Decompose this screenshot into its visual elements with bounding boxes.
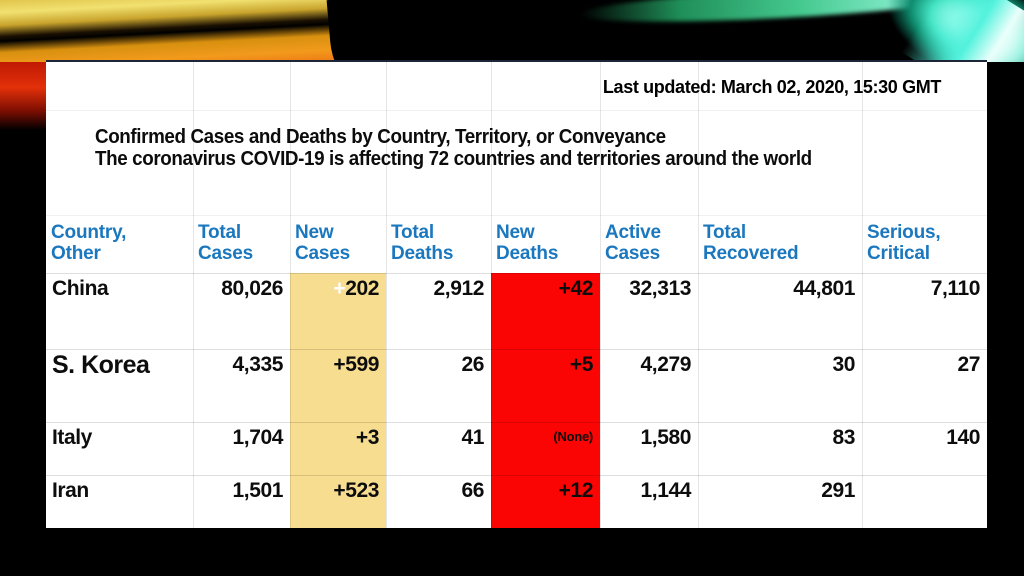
column-gridline: [600, 62, 601, 528]
row-gridline: [46, 273, 987, 274]
row-gridline: [46, 215, 987, 216]
country-cell: Italy: [52, 426, 92, 449]
red-left-edge-strip: [0, 62, 46, 130]
rainbow-wave-banner: [0, 0, 1024, 62]
value-cell: 1,144: [640, 479, 692, 502]
slide-title-line-2: The coronavirus COVID-19 is affecting 72…: [95, 148, 812, 170]
value-cell: +12: [558, 479, 594, 502]
title-block: Confirmed Cases and Deaths by Country, T…: [46, 110, 987, 215]
column-gridline: [290, 62, 291, 528]
value-cell: +5: [569, 353, 594, 376]
slide-title-line-1: Confirmed Cases and Deaths by Country, T…: [95, 126, 666, 148]
value-cell: 1,501: [232, 479, 284, 502]
row-gridline: [46, 422, 987, 423]
column-gridline: [862, 62, 863, 528]
column-gridline: [386, 62, 387, 528]
table-header-row: Country, Other Total Cases New Cases Total Deat…: [46, 215, 987, 273]
value-cell: [862, 475, 987, 528]
white-plus-sign: +: [333, 277, 346, 300]
column-gridline: [698, 62, 699, 528]
value-cell: 4,335: [232, 353, 284, 376]
value-cell: 2,912: [433, 277, 485, 300]
table-row-china: China 80,026 +202 2,912 +42 32,313 44,801 7,110: [46, 273, 987, 349]
row-gridline: [46, 349, 987, 350]
value-cell: 41: [461, 426, 484, 449]
data-table-panel: Last updated: March 02, 2020, 15:30 GMT …: [46, 60, 987, 528]
table-row-italy: Italy 1,704 +3 41 (None) 1,580 83 140: [46, 422, 987, 475]
value-cell: +3: [355, 426, 380, 449]
column-header-total_recovered: Total Recovered: [703, 222, 799, 264]
row-gridline: [46, 110, 987, 111]
country-cell: S. Korea: [52, 351, 150, 379]
value-cell: 1,580: [640, 426, 692, 449]
table-body: China 80,026 +202 2,912 +42 32,313 44,801 7,110…: [46, 273, 987, 528]
value-cell: 26: [461, 353, 484, 376]
value-cell: +202: [333, 277, 379, 300]
column-header-total_deaths: Total Deaths: [391, 222, 454, 264]
table-row-iran: Iran 1,501 +523 66 +12 1,144 291: [46, 475, 987, 528]
value-cell: +523: [333, 479, 379, 502]
new-deaths-column-highlight: [491, 273, 600, 528]
value-cell: +599: [333, 353, 379, 376]
value-cell: 140: [946, 426, 980, 449]
new-cases-column-highlight: [290, 273, 386, 528]
column-header-serious_critical: Serious, Critical: [867, 222, 941, 264]
country-cell: Iran: [52, 479, 89, 502]
column-header-total_cases: Total Cases: [198, 222, 254, 264]
column-header-new_cases: New Cases: [295, 222, 351, 264]
value-cell: 4,279: [640, 353, 692, 376]
column-header-country: Country, Other: [51, 222, 127, 264]
value-cell: 66: [461, 479, 484, 502]
value-cell: 27: [957, 353, 980, 376]
column-header-active_cases: Active Cases: [605, 222, 661, 264]
value-cell: 44,801: [793, 277, 855, 300]
column-gridline: [491, 62, 492, 528]
value-cell: 1,704: [232, 426, 284, 449]
column-gridline: [193, 62, 194, 528]
value-cell: 32,313: [629, 277, 691, 300]
value-cell: 291: [821, 479, 855, 502]
column-header-new_deaths: New Deaths: [496, 222, 559, 264]
value-cell: 83: [832, 426, 855, 449]
value-cell: +42: [558, 277, 594, 300]
value-cell: 30: [832, 353, 855, 376]
value-cell: (None): [553, 429, 593, 444]
row-gridline: [46, 475, 987, 476]
last-updated-text: Last updated: March 02, 2020, 15:30 GMT: [602, 77, 941, 97]
value-cell: 80,026: [221, 277, 283, 300]
value-cell: 7,110: [930, 277, 981, 300]
country-cell: China: [52, 277, 109, 300]
table-row-s-korea: S. Korea 4,335 +599 26 +5 4,279 30 27: [46, 349, 987, 422]
